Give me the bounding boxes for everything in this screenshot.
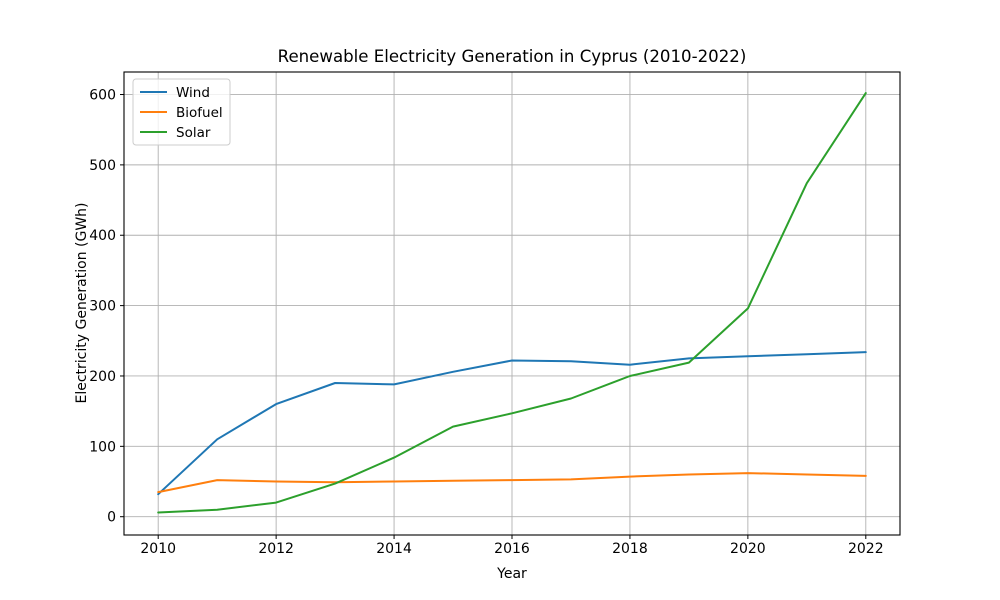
legend-label-biofuel: Biofuel [176, 105, 223, 121]
x-tick-label: 2016 [494, 541, 530, 557]
x-tick-label: 2014 [376, 541, 412, 557]
axis-ticks: 2010 2012 2014 2016 2018 2020 2022 0 100 200 300 40… [89, 88, 883, 557]
legend-item-wind: Wind [140, 85, 210, 101]
legend-item-biofuel: Biofuel [140, 105, 223, 121]
series-lines [157, 92, 867, 514]
x-axis-label: Year [496, 566, 527, 582]
y-tick-label: 200 [89, 369, 116, 385]
x-tick-label: 2022 [848, 541, 884, 557]
series-line-biofuel [157, 472, 867, 494]
x-tick-label: 2020 [730, 541, 766, 557]
legend-box [132, 78, 231, 146]
x-tick-label: 2010 [140, 541, 176, 557]
y-tick-label: 100 [89, 439, 116, 455]
x-tick-label: 2018 [612, 541, 648, 557]
y-tick-label: 600 [89, 88, 116, 104]
legend-label-solar: Solar [176, 125, 211, 141]
legend-item-solar: Solar [140, 125, 211, 141]
grid [124, 72, 900, 535]
x-tick-label: 2012 [258, 541, 294, 557]
y-tick-label: 500 [89, 158, 116, 174]
y-axis-label: Electricity Generation (GWh) [74, 202, 90, 403]
y-tick-label: 0 [107, 510, 116, 526]
y-tick-label: 300 [89, 299, 116, 315]
series-line-solar [157, 92, 867, 514]
legend: Wind Biofuel Solar [132, 78, 231, 146]
series-line-wind [157, 351, 867, 496]
chart-title: Renewable Electricity Generation in Cypr… [278, 47, 747, 66]
y-tick-label: 400 [89, 228, 116, 244]
legend-label-wind: Wind [176, 85, 210, 101]
